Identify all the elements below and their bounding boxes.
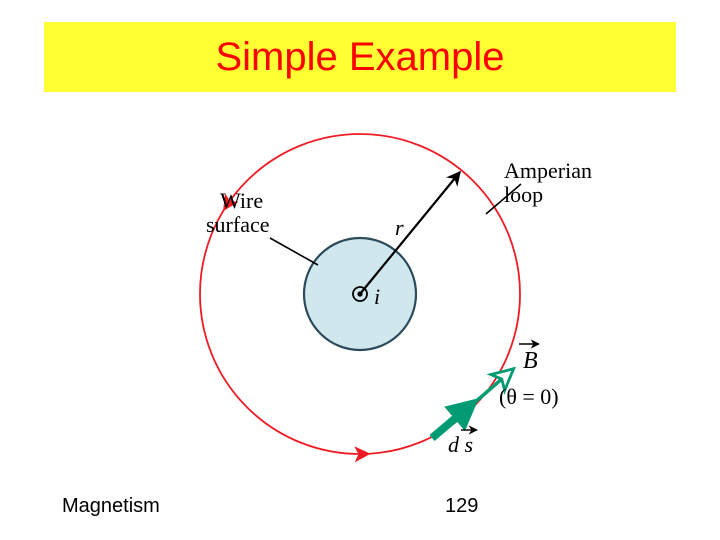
diagram-svg: Wire surface Amperian loop i r B d s (θ … (170, 120, 590, 480)
label-amperian-2: loop (504, 182, 543, 207)
page-number: 129 (445, 495, 478, 518)
amperian-loop-diagram: Wire surface Amperian loop i r B d s (θ … (170, 120, 590, 480)
label-ds: d s (448, 432, 473, 457)
label-amperian-1: Amperian (504, 158, 592, 183)
label-ds-group: d s (448, 430, 477, 457)
label-B-group: B (519, 344, 539, 374)
footer-topic: Magnetism (62, 495, 160, 518)
title-bar: Simple Example (44, 22, 676, 92)
slide-title: Simple Example (215, 35, 504, 80)
label-B: B (523, 348, 538, 374)
label-wire-surface-1: Wire (220, 188, 263, 213)
wire-surface-pointer (270, 238, 318, 265)
label-r: r (395, 215, 404, 240)
label-i: i (374, 284, 380, 309)
label-theta: (θ = 0) (499, 384, 559, 409)
label-wire-surface-2: surface (206, 212, 270, 237)
